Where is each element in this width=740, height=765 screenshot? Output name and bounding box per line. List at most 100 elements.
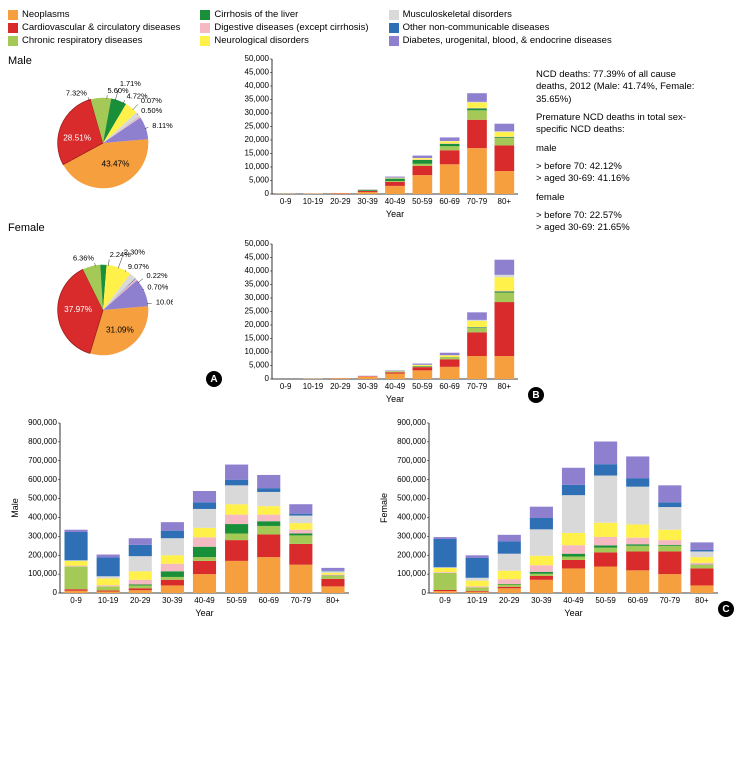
y-title: Male — [10, 498, 20, 518]
bar-seg-dia — [412, 156, 432, 158]
legend-swatch-crd — [8, 36, 18, 46]
x-label: 80+ — [326, 596, 340, 605]
y-tick: 35,000 — [245, 280, 270, 289]
bar-seg-neo — [129, 590, 152, 593]
bar-seg-cvd — [494, 145, 514, 171]
x-label: 20-29 — [330, 197, 351, 206]
bar-seg-oth — [225, 480, 248, 486]
bar-seg-neu — [467, 321, 487, 327]
bar-seg-cir — [467, 327, 487, 328]
bar-seg-dig — [433, 572, 456, 573]
bar-seg-cir — [161, 571, 184, 577]
bar-seg-neo — [330, 193, 350, 194]
bar-seg-dia — [321, 568, 344, 571]
bar-seg-cvd — [440, 359, 460, 367]
bar-seg-neo — [562, 568, 585, 593]
bar-seg-cir — [562, 554, 585, 557]
bar-seg-dig — [129, 580, 152, 585]
bar-seg-dia — [626, 456, 649, 478]
bar-seg-neu — [594, 523, 617, 537]
bar-seg-cvd — [64, 589, 87, 591]
bar-seg-cvd — [257, 534, 280, 557]
pie-label-neo: 43.47% — [102, 160, 131, 169]
y-tick: 400,000 — [397, 513, 426, 522]
x-label: 0-9 — [280, 382, 292, 391]
bar-seg-cvd — [690, 568, 713, 585]
bar-seg-dia — [498, 535, 521, 542]
bar-seg-mus — [594, 476, 617, 523]
y-tick: 0 — [53, 588, 58, 597]
bar-seg-dia — [97, 555, 120, 558]
bar-seg-neu — [466, 581, 489, 587]
bar-seg-dia — [690, 542, 713, 550]
x-label: 70-79 — [660, 596, 681, 605]
y-tick: 45,000 — [245, 253, 270, 262]
bar-seg-cvd — [193, 561, 216, 574]
bar-seg-crd — [412, 366, 432, 367]
x-label: 20-29 — [330, 382, 351, 391]
legend-label-cvd: Cardiovascular & circulatory diseases — [22, 22, 180, 33]
legend-swatch-neo — [8, 10, 18, 20]
bar-seg-mus — [467, 102, 487, 103]
x-title: Year — [386, 209, 404, 219]
x-label: 70-79 — [467, 197, 488, 206]
bar-seg-dig — [225, 515, 248, 524]
bar-seg-neu — [494, 132, 514, 137]
y-tick: 600,000 — [28, 475, 57, 484]
legend-item-crd: Chronic respiratory diseases — [8, 35, 180, 46]
bar-seg-dia — [466, 555, 489, 558]
x-label: 60-69 — [439, 382, 460, 391]
legend-swatch-cvd — [8, 23, 18, 33]
bars-c-male: 0100,000200,000300,000400,000500,000600,… — [8, 419, 353, 619]
bar-seg-dia — [594, 442, 617, 465]
x-label: 60-69 — [258, 596, 279, 605]
y-tick: 500,000 — [397, 494, 426, 503]
bar-seg-cvd — [530, 576, 553, 580]
y-tick: 15,000 — [245, 149, 270, 158]
badge-a: A — [206, 371, 222, 387]
y-tick: 900,000 — [397, 419, 426, 427]
bar-seg-dig — [257, 515, 280, 522]
y-tick: 5,000 — [249, 361, 270, 370]
y-tick: 30,000 — [245, 108, 270, 117]
bar-seg-dig — [161, 564, 184, 572]
y-tick: 100,000 — [28, 569, 57, 578]
bar-seg-cvd — [412, 367, 432, 370]
y-tick: 200,000 — [28, 550, 57, 559]
bar-seg-neo — [193, 574, 216, 593]
x-label: 10-19 — [303, 197, 324, 206]
y-tick: 10,000 — [245, 347, 270, 356]
x-title: Year — [195, 608, 213, 618]
bar-seg-dia — [289, 504, 312, 513]
bar-seg-neu — [440, 141, 460, 143]
x-label: 70-79 — [291, 596, 312, 605]
legend-item-mus: Musculoskeletal disorders — [389, 9, 612, 20]
bar-seg-crd — [466, 588, 489, 591]
x-label: 80+ — [498, 197, 512, 206]
bar-seg-crd — [440, 146, 460, 150]
bar-seg-neu — [412, 365, 432, 366]
legend-label-neu: Neurological disorders — [214, 35, 309, 46]
bar-seg-crd — [97, 586, 120, 590]
bar-seg-neu — [467, 102, 487, 107]
x-label: 60-69 — [439, 197, 460, 206]
bar-seg-cvd — [385, 372, 405, 373]
bar-seg-crd — [690, 565, 713, 568]
bar-seg-dia — [385, 177, 405, 178]
pie-label-cvd: 28.51% — [63, 134, 92, 143]
bar-seg-dia — [658, 485, 681, 502]
bar-seg-oth — [530, 518, 553, 529]
bar-seg-oth — [626, 478, 649, 487]
y-tick: 40,000 — [245, 266, 270, 275]
bar-seg-cvd — [466, 591, 489, 592]
bar-seg-mus — [498, 554, 521, 571]
bar-seg-dig — [658, 540, 681, 545]
bar-seg-cvd — [321, 579, 344, 587]
pie-label-dia: 10.06% — [156, 298, 173, 307]
bar-seg-dia — [64, 530, 87, 532]
y-tick: 10,000 — [245, 162, 270, 171]
bar-seg-oth — [129, 545, 152, 556]
y-tick: 20,000 — [245, 320, 270, 329]
bar-seg-dig — [466, 586, 489, 587]
pie-label-neu: 9.07% — [128, 262, 149, 271]
